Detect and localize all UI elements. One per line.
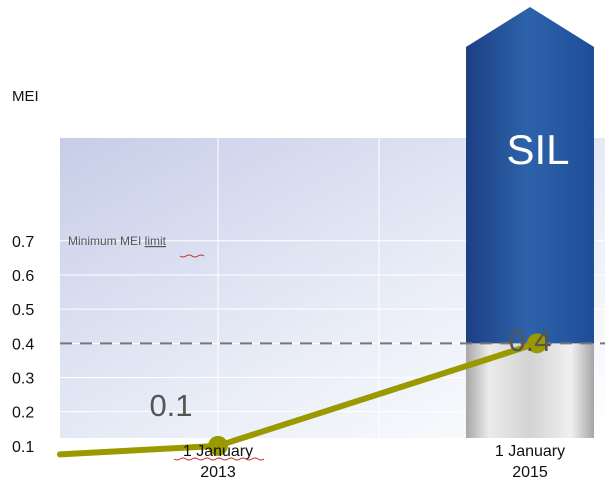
y-tick-label-5: 0.2: [12, 405, 34, 422]
bars-layer: [466, 7, 594, 438]
axis-layer: 0.7 0.6 0.5 0.4 0.3 0.2 0.1 MEI: [12, 88, 39, 456]
spellcheck-underline-january: [173, 457, 265, 461]
mei-point-0: [208, 435, 228, 456]
bar-value-label-0: 0.1: [149, 388, 192, 423]
minimum-mei-limit-label: Minimum MEI limit: [68, 234, 167, 248]
y-tick-label-0: 0.7: [12, 234, 34, 251]
y-tick-label-1: 0.6: [12, 268, 34, 285]
x-date-label-0-line1: 1 January: [183, 443, 253, 460]
line-layer: [57, 333, 547, 458]
y-tick-label-4: 0.3: [12, 370, 34, 387]
y-axis-title: MEI: [12, 88, 39, 105]
spellcheck-underline-limit: [179, 254, 205, 258]
x-date-label-1-line2: 2015: [512, 464, 548, 481]
y-tick-label-2: 0.5: [12, 302, 34, 319]
label-layer: 0.1 0.4 SIL Minimum MEI limit 1 January 2013 1…: [68, 126, 570, 481]
bar-value-label-1: 0.4: [508, 323, 551, 358]
y-tick-label-6: 0.1: [12, 439, 34, 456]
x-date-label-1-line1: 1 January: [495, 443, 565, 460]
sil-label: SIL: [506, 126, 569, 173]
x-date-label-0-line2: 2013: [200, 464, 236, 481]
mei-point-1: [527, 333, 547, 354]
y-tick-label-3: 0.4: [12, 336, 34, 353]
sil-arrow: [466, 7, 594, 344]
